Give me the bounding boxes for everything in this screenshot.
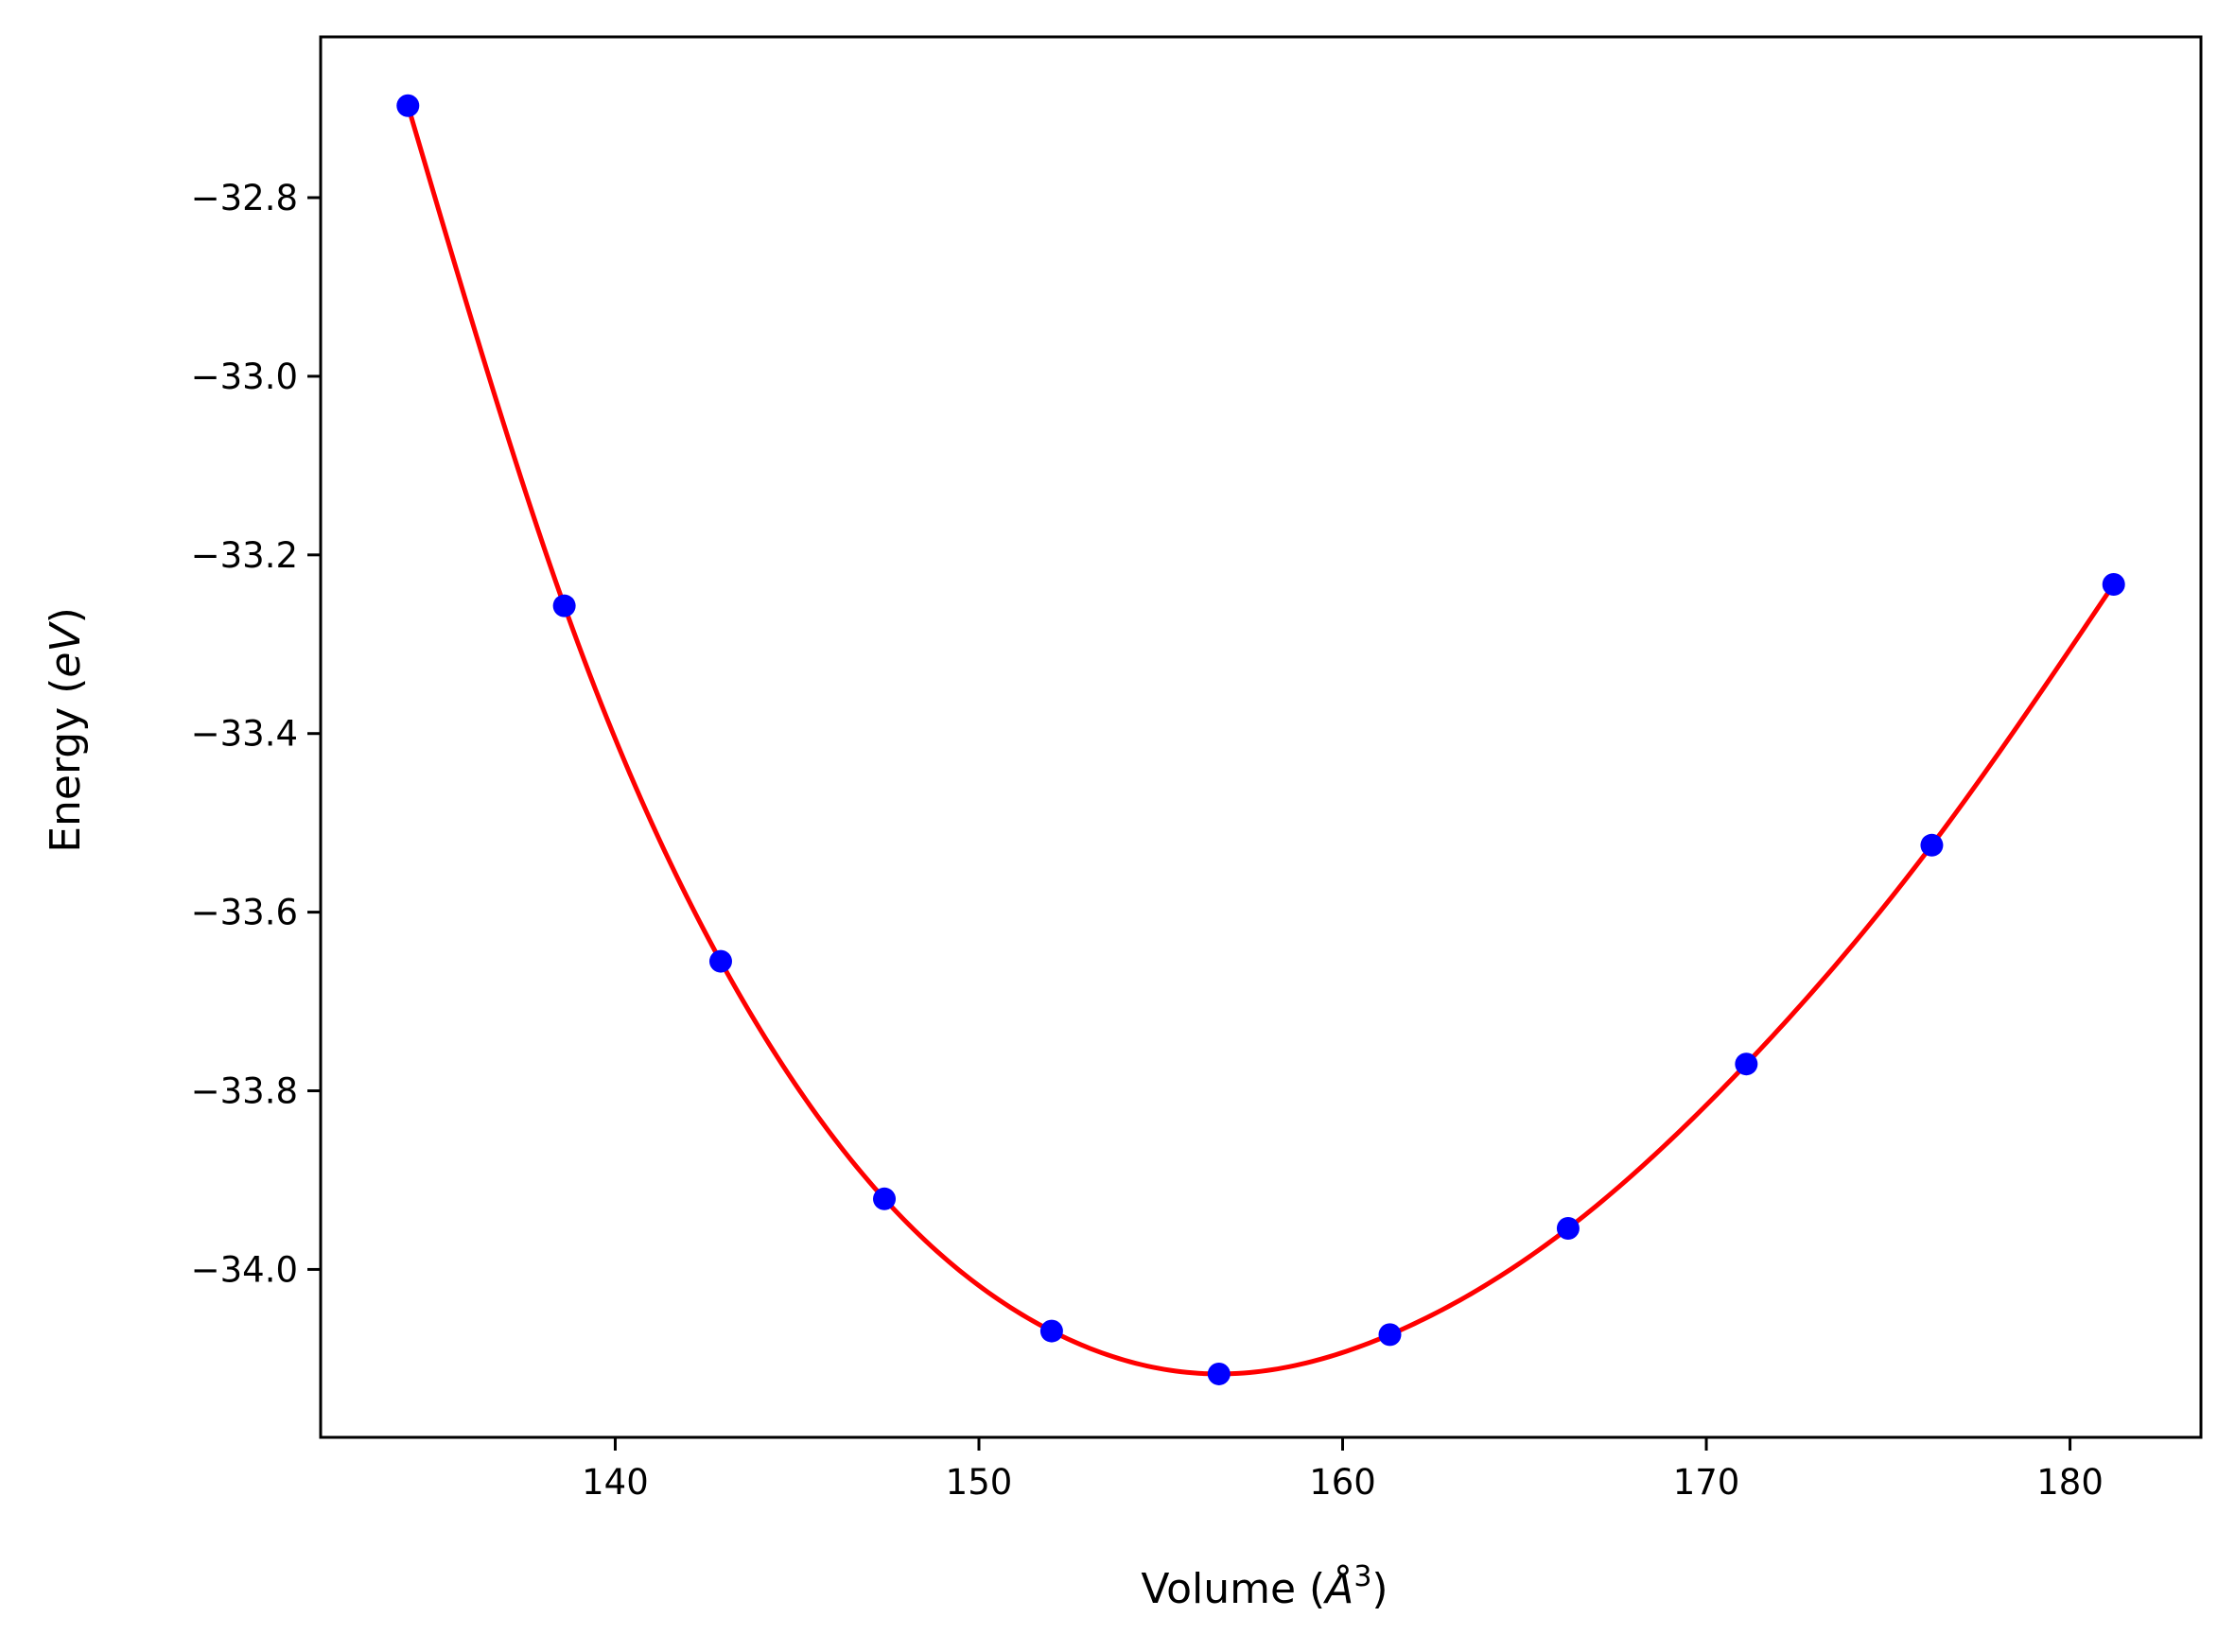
- y-tick-label: −34.0: [191, 1249, 298, 1290]
- y-axis-title: Energy (eV): [42, 607, 90, 853]
- data-point: [1378, 1323, 1402, 1347]
- data-point: [1207, 1362, 1231, 1385]
- y-tick-label: −33.0: [191, 356, 298, 397]
- x-axis-title: Volume (Å3): [1141, 1560, 1388, 1613]
- x-tick-label: 180: [2036, 1462, 2104, 1503]
- data-point: [1920, 833, 1944, 857]
- data-point: [1039, 1319, 1063, 1343]
- data-point: [1735, 1052, 1758, 1076]
- x-tick-label: 140: [582, 1462, 649, 1503]
- y-tick-label: −32.8: [191, 178, 298, 218]
- x-tick-label: 150: [946, 1462, 1013, 1503]
- data-point: [1556, 1216, 1580, 1240]
- y-tick-label: −33.6: [191, 893, 298, 933]
- x-tick-label: 170: [1673, 1462, 1740, 1503]
- y-tick-label: −33.4: [191, 714, 298, 755]
- data-point: [2102, 572, 2125, 596]
- axes-frame: [319, 35, 2203, 1439]
- data-point: [708, 949, 732, 973]
- fit-curve: [405, 105, 2116, 1377]
- axis-ticks: 140 150 160 170 180 −32.8 −33.0 −33.2 −33.4 −33.6…: [191, 178, 2104, 1503]
- data-point: [396, 94, 420, 117]
- x-tick-label: 160: [1309, 1462, 1376, 1503]
- data-point: [552, 594, 576, 617]
- y-tick-label: −33.2: [191, 535, 298, 576]
- plot-area: [319, 35, 2203, 1439]
- data-point: [873, 1187, 897, 1210]
- y-tick-label: −33.8: [191, 1071, 298, 1112]
